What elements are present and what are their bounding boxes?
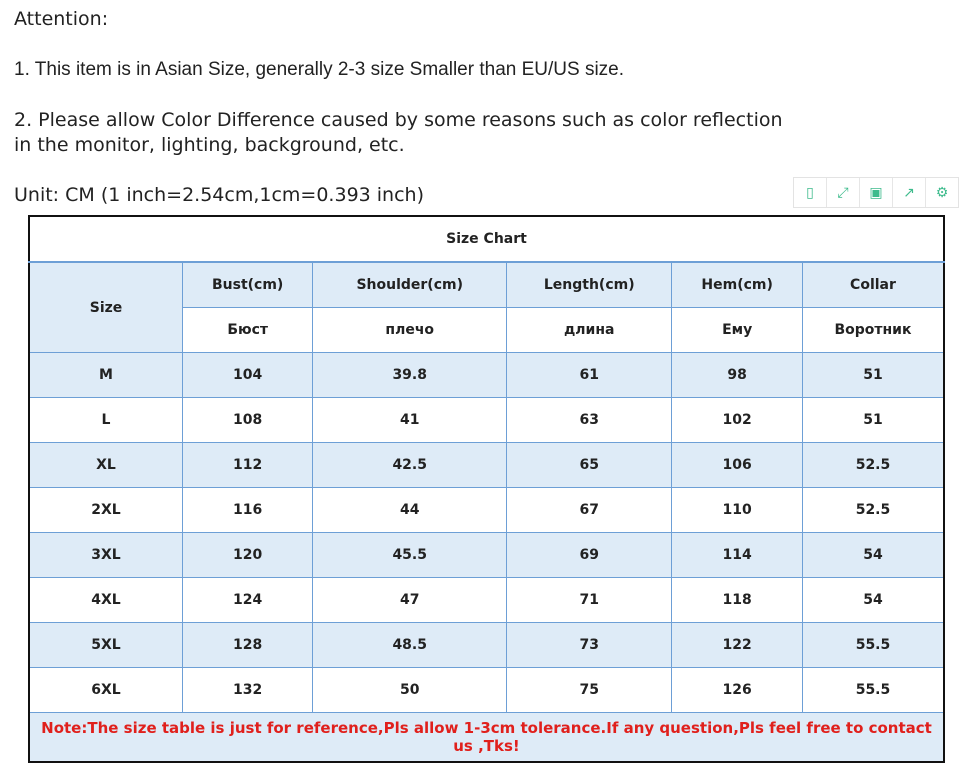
cell-collar: 51 [801, 352, 945, 398]
cell-length: 69 [506, 532, 673, 578]
cell-hem: 110 [671, 487, 803, 533]
cell-hem: 102 [671, 397, 803, 443]
cell-length: 73 [506, 622, 673, 668]
cell-shoulder: 47 [312, 577, 508, 623]
save-icon[interactable]: ▣ [860, 178, 893, 207]
cell-collar: 54 [801, 532, 945, 578]
table-row: 4XL 124 47 71 118 54 [28, 577, 945, 623]
cell-length: 61 [506, 352, 673, 398]
table-title: Size Chart [29, 216, 944, 263]
cell-bust: 120 [181, 532, 314, 578]
cell-size: 4XL [28, 577, 183, 623]
size-header: Size [28, 261, 183, 353]
header-bust-ru: Бюст [181, 307, 314, 353]
cell-shoulder: 41 [312, 397, 508, 443]
table-row: 2XL 116 44 67 110 52.5 [28, 487, 945, 533]
settings-icon[interactable]: ⚙ [935, 184, 949, 201]
cell-size: 3XL [28, 532, 183, 578]
cell-shoulder: 44 [312, 487, 508, 533]
cell-shoulder: 45.5 [312, 532, 508, 578]
cell-hem: 118 [671, 577, 803, 623]
cell-size: M [28, 352, 183, 398]
table-row: 3XL 120 45.5 69 114 54 [28, 532, 945, 578]
cell-hem: 122 [671, 622, 803, 668]
table-row: M 104 39.8 61 98 51 [28, 352, 945, 398]
cell-collar: 55.5 [801, 667, 945, 713]
cell-shoulder: 48.5 [312, 622, 508, 668]
header-collar: Collar [801, 261, 945, 308]
header-shoulder-ru: плечо [312, 307, 508, 353]
tablet-icon[interactable]: ▯ [794, 178, 827, 207]
cell-hem: 126 [671, 667, 803, 713]
unit-text: Unit: CM (1 inch=2.54cm,1cm=0.393 inch) [14, 184, 425, 206]
table-row: XL 112 42.5 65 106 52.5 [28, 442, 945, 488]
cell-collar: 51 [801, 397, 945, 443]
cell-hem: 106 [671, 442, 803, 488]
cell-bust: 108 [181, 397, 314, 443]
image-toolbar: ▯ ⤢ ▣ ↗ ⚙ [793, 177, 959, 208]
cell-shoulder: 50 [312, 667, 508, 713]
cell-shoulder: 39.8 [312, 352, 508, 398]
header-length: Length(cm) [506, 261, 673, 308]
cell-size: 2XL [28, 487, 183, 533]
header-shoulder: Shoulder(cm) [312, 261, 508, 308]
table-row: 5XL 128 48.5 73 122 55.5 [28, 622, 945, 668]
table-row: 6XL 132 50 75 126 55.5 [28, 667, 945, 713]
cell-collar: 52.5 [801, 442, 945, 488]
cell-length: 63 [506, 397, 673, 443]
cell-length: 75 [506, 667, 673, 713]
expand-icon[interactable]: ⤢ [827, 178, 860, 207]
share-icon[interactable]: ↗ [893, 178, 926, 207]
cell-size: 6XL [28, 667, 183, 713]
note-color-difference-1: 2. Please allow Color Difference caused … [14, 109, 783, 131]
cell-bust: 132 [181, 667, 314, 713]
cell-length: 71 [506, 577, 673, 623]
header-hem: Hem(cm) [671, 261, 803, 308]
cell-bust: 124 [181, 577, 314, 623]
cell-bust: 112 [181, 442, 314, 488]
header-bust: Bust(cm) [181, 261, 314, 308]
cell-bust: 128 [181, 622, 314, 668]
cell-bust: 116 [181, 487, 314, 533]
size-chart-table: Size Chart Size Bust(cm) Shoulder(cm) Le… [28, 215, 945, 763]
note-color-difference-2: in the monitor, lighting, background, et… [14, 134, 405, 156]
cell-hem: 98 [671, 352, 803, 398]
cell-length: 65 [506, 442, 673, 488]
cell-size: 5XL [28, 622, 183, 668]
cell-hem: 114 [671, 532, 803, 578]
attention-heading: Attention: [14, 8, 109, 30]
header-length-ru: длина [506, 307, 673, 353]
cell-bust: 104 [181, 352, 314, 398]
cell-size: XL [28, 442, 183, 488]
header-row-ru: Бюст плечо длина Ему Воротник [29, 307, 945, 353]
header-row-en: Size Bust(cm) Shoulder(cm) Length(cm) He… [28, 261, 945, 353]
cell-collar: 52.5 [801, 487, 945, 533]
note-asian-size: 1. This item is in Asian Size, generally… [14, 59, 625, 80]
header-collar-ru: Воротник [801, 307, 945, 353]
tolerance-note: Note:The size table is just for referenc… [28, 712, 945, 763]
cell-collar: 55.5 [801, 622, 945, 668]
cell-length: 67 [506, 487, 673, 533]
cell-size: L [28, 397, 183, 443]
table-row: L 108 41 63 102 51 [28, 397, 945, 443]
cell-shoulder: 42.5 [312, 442, 508, 488]
header-hem-ru: Ему [671, 307, 803, 353]
cell-collar: 54 [801, 577, 945, 623]
